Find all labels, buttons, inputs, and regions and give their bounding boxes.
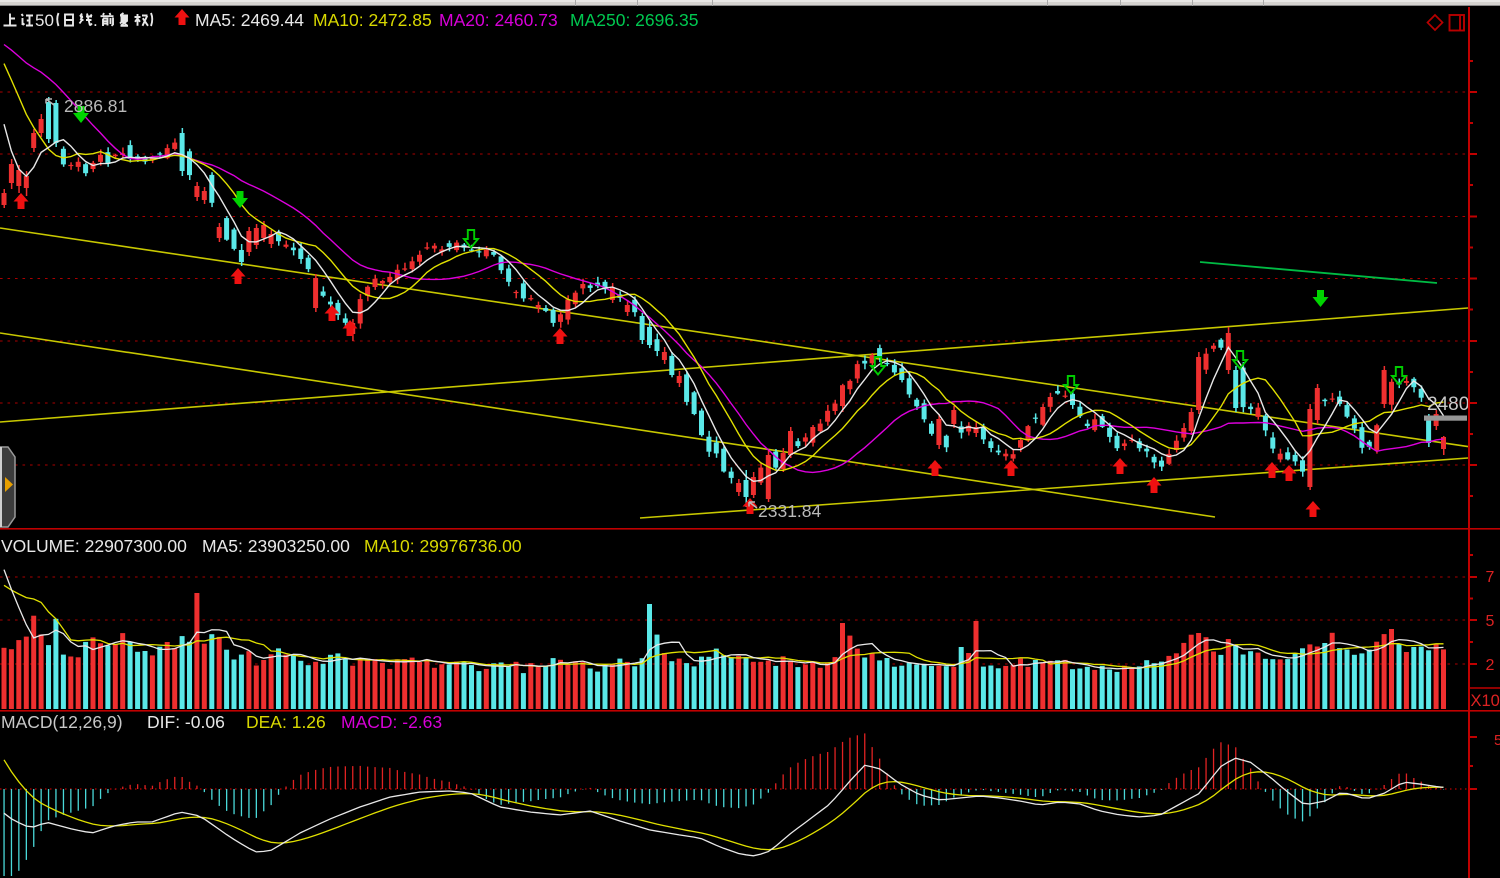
svg-text:X10: X10 <box>1471 692 1500 710</box>
svg-text:2480: 2480 <box>1427 394 1469 415</box>
svg-text:DIF: -0.06: DIF: -0.06 <box>147 712 225 732</box>
svg-text:2331.84: 2331.84 <box>758 501 822 521</box>
svg-text:MA5: 2469.44: MA5: 2469.44 <box>195 10 304 30</box>
svg-text:50: 50 <box>35 11 54 30</box>
svg-text:MA20: 2460.73: MA20: 2460.73 <box>439 10 558 30</box>
svg-text:MACD: -2.63: MACD: -2.63 <box>341 712 442 732</box>
svg-text:7: 7 <box>1486 569 1495 586</box>
svg-text:MACD(12,26,9): MACD(12,26,9) <box>1 712 123 732</box>
svg-text:.: . <box>93 11 98 30</box>
svg-text:DEA: 1.26: DEA: 1.26 <box>246 712 326 732</box>
svg-text:MA10: 29976736.00: MA10: 29976736.00 <box>364 536 522 556</box>
svg-text:5: 5 <box>1486 613 1495 630</box>
svg-text:MA5: 23903250.00: MA5: 23903250.00 <box>202 536 350 556</box>
svg-text:VOLUME: 22907300.00: VOLUME: 22907300.00 <box>1 536 187 556</box>
svg-text:5: 5 <box>1494 732 1500 749</box>
svg-text:MA10: 2472.85: MA10: 2472.85 <box>313 10 432 30</box>
svg-text:MA250: 2696.35: MA250: 2696.35 <box>570 10 698 30</box>
svg-text:2886.81: 2886.81 <box>64 96 127 116</box>
svg-text:2: 2 <box>1486 657 1495 674</box>
